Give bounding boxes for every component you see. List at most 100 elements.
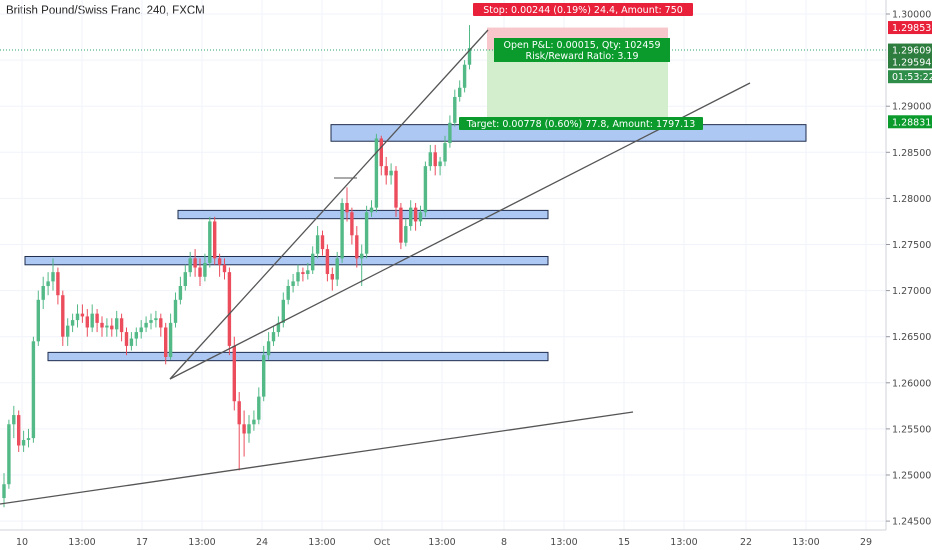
target-label: Target: 0.00778 (0.60%) 77.8, Amount: 17… [459,117,703,130]
candle-up [12,415,16,425]
candle-up [66,325,70,337]
candle-down [80,313,85,317]
candle-up [335,258,339,280]
candle-up [404,226,408,243]
candle-up [46,281,50,286]
candle-up [51,272,55,282]
candle-up [129,338,134,346]
candle-up [36,299,40,342]
price-label-stop: 1.29853 [888,21,932,35]
price-tick-label: 1.25500 [892,424,931,435]
candle-down [242,424,246,434]
candle-up [262,355,266,397]
time-tick-label: Oct [374,537,391,548]
candle-down [227,272,232,346]
support-resistance-zone [177,209,549,220]
time-tick-label: 24 [256,537,268,548]
candle-up [281,299,285,323]
candle-down [85,316,89,328]
candle-down [159,318,163,328]
time-tick-label: 13:00 [188,537,215,548]
candle-up [178,285,183,300]
time-tick-label: 17 [136,537,148,548]
candle-down [124,332,129,346]
time-tick-label: 13:00 [68,537,95,548]
trendline [0,411,634,505]
price-label-price: 1.29594 [888,55,932,69]
candle-up [183,272,187,286]
candle-up [306,270,310,275]
stop-label-bg [473,3,693,16]
price-tick-label: 1.30000 [892,10,931,21]
time-axis-bg [0,530,932,550]
candle-up [252,419,256,425]
candle-up [418,212,423,222]
time-tick-label: 13:00 [428,537,455,548]
candle-up [149,320,153,323]
candle-down [413,207,418,222]
price-label-text: 1.29853 [892,23,931,34]
candle-up [266,341,271,356]
candle-down [193,258,197,268]
price-label-time: 01:53:22 [888,70,932,84]
candle-down [232,345,236,402]
candle-down [222,264,227,273]
support-resistance-zone [47,351,549,362]
time-tick-label: 10 [16,537,28,548]
candle-up [105,325,109,328]
target-zone [487,50,668,122]
candle-down [95,313,99,323]
candle-up [271,332,276,342]
candle-up [462,64,467,88]
pnl-label: Open P&L: 0.00015, Qty: 102459Risk/Rewar… [494,38,670,62]
candle-up [257,396,261,420]
candle-down [355,235,359,259]
time-tick-label: 15 [618,537,630,548]
price-label-text: 1.28831 [892,117,931,128]
candle-down [301,272,305,275]
candle-up [139,327,143,333]
candle-up [7,424,11,485]
candle-down [110,325,114,330]
candle-up [423,166,428,213]
candle-up [443,143,447,162]
price-tick-label: 1.26500 [892,332,931,343]
candle-up [340,203,344,259]
candle-up [428,152,432,167]
candle-up [467,48,472,65]
candle-up [203,262,207,277]
price-tick-label: 1.29000 [892,102,931,113]
candle-down [394,170,398,208]
price-tick-label: 1.24500 [892,517,931,528]
risk-reward-text: Risk/Reward Ratio: 3.19 [525,51,638,62]
price-label-text: 1.29594 [892,57,931,68]
time-tick-label: 13:00 [308,537,335,548]
candle-up [90,313,94,328]
candle-down [164,327,168,357]
candle-down [320,235,325,250]
candle-up [208,221,212,263]
candle-up [173,299,178,323]
candle-up [315,235,320,254]
candle-down [345,203,349,213]
candle-up [21,439,26,446]
time-tick-label: 8 [501,537,507,548]
pnl-text: Open P&L: 0.00015, Qty: 102459 [504,40,661,51]
candle-up [41,285,45,300]
candle-down [17,415,21,446]
price-label-last: 1.29609 [888,43,932,57]
candle-up [374,138,379,208]
candle-up [115,318,119,330]
candle-up [360,253,364,259]
price-label-text: 1.29609 [892,46,931,57]
price-label-text: 01:53:22 [892,72,932,83]
price-label-target: 1.28831 [888,115,932,129]
price-tick-label: 1.27000 [892,286,931,297]
support-resistance-zone [24,255,549,266]
candle-up [144,322,148,328]
price-label-bg [888,43,932,57]
candle-down [198,267,202,277]
price-tick-label: 1.27500 [892,240,931,251]
price-label-bg [888,70,932,84]
